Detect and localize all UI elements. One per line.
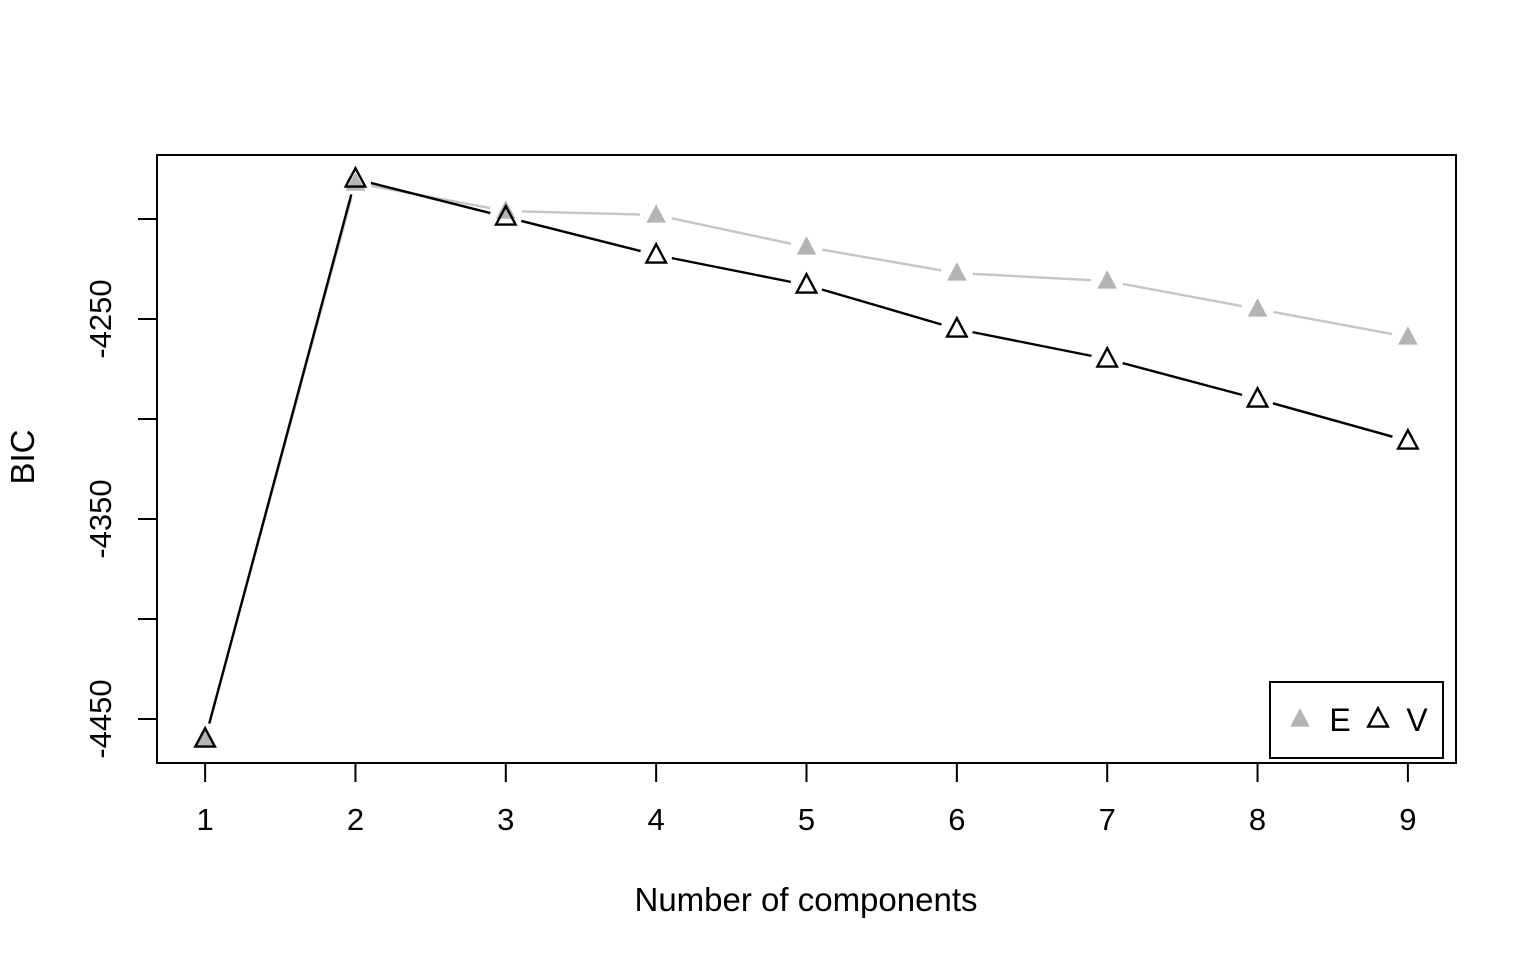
series-E-line-segment (1273, 310, 1393, 336)
legend-marker-E (1290, 708, 1310, 727)
series-V-point (494, 203, 518, 226)
series-E-point (796, 236, 817, 255)
x-tick-label: 2 (347, 802, 364, 837)
y-axis-title: BIC (4, 429, 41, 484)
series-V-line-segment (671, 256, 792, 284)
legend-label-E: E (1329, 702, 1350, 738)
legend-label-V: V (1406, 702, 1428, 738)
series-E-point (1097, 270, 1117, 289)
x-tick-label: 8 (1249, 802, 1266, 837)
series-E-point (1398, 326, 1418, 345)
x-tick-label: 5 (798, 802, 815, 837)
series-V-point (794, 271, 819, 294)
series-V-line-segment (521, 219, 641, 253)
series-E-line-segment (671, 217, 792, 245)
x-tick-label: 6 (948, 802, 965, 837)
series-V-point (343, 165, 368, 188)
series-V-point (644, 241, 668, 264)
series-V-line-segment (208, 194, 353, 724)
legend-marker-V (1366, 705, 1390, 728)
series-V-line-segment (1122, 361, 1243, 397)
series-V-line-segment (370, 181, 491, 215)
series-E-line-segment (521, 210, 641, 216)
series-E-point (947, 262, 967, 281)
x-tick-label: 9 (1399, 802, 1416, 837)
y-tick-label: -4250 (83, 279, 118, 358)
series-V-line-segment (972, 330, 1092, 358)
series-E-point (1247, 298, 1268, 317)
series-V-line-segment (1272, 402, 1393, 438)
y-tick-label: -4450 (83, 679, 118, 758)
x-tick-label: 1 (196, 802, 213, 837)
series-V-point (945, 315, 969, 338)
x-tick-label: 7 (1099, 802, 1116, 837)
series-E-point (646, 204, 666, 223)
series-E-line-segment (1122, 282, 1243, 308)
y-tick-label: -4350 (83, 479, 118, 558)
series-V-point (1396, 427, 1420, 450)
series-V-line-segment (821, 288, 942, 326)
series-E-line-segment (822, 248, 942, 272)
series-E-line-segment (972, 272, 1092, 282)
series-V-point (1245, 385, 1270, 408)
series-V-point (193, 725, 217, 748)
series-E-point (195, 728, 215, 747)
series-E-point (496, 200, 516, 219)
series-V-point (1095, 345, 1119, 368)
x-axis-title: Number of components (634, 881, 977, 918)
x-tick-label: 4 (648, 802, 665, 837)
x-tick-label: 3 (497, 802, 514, 837)
